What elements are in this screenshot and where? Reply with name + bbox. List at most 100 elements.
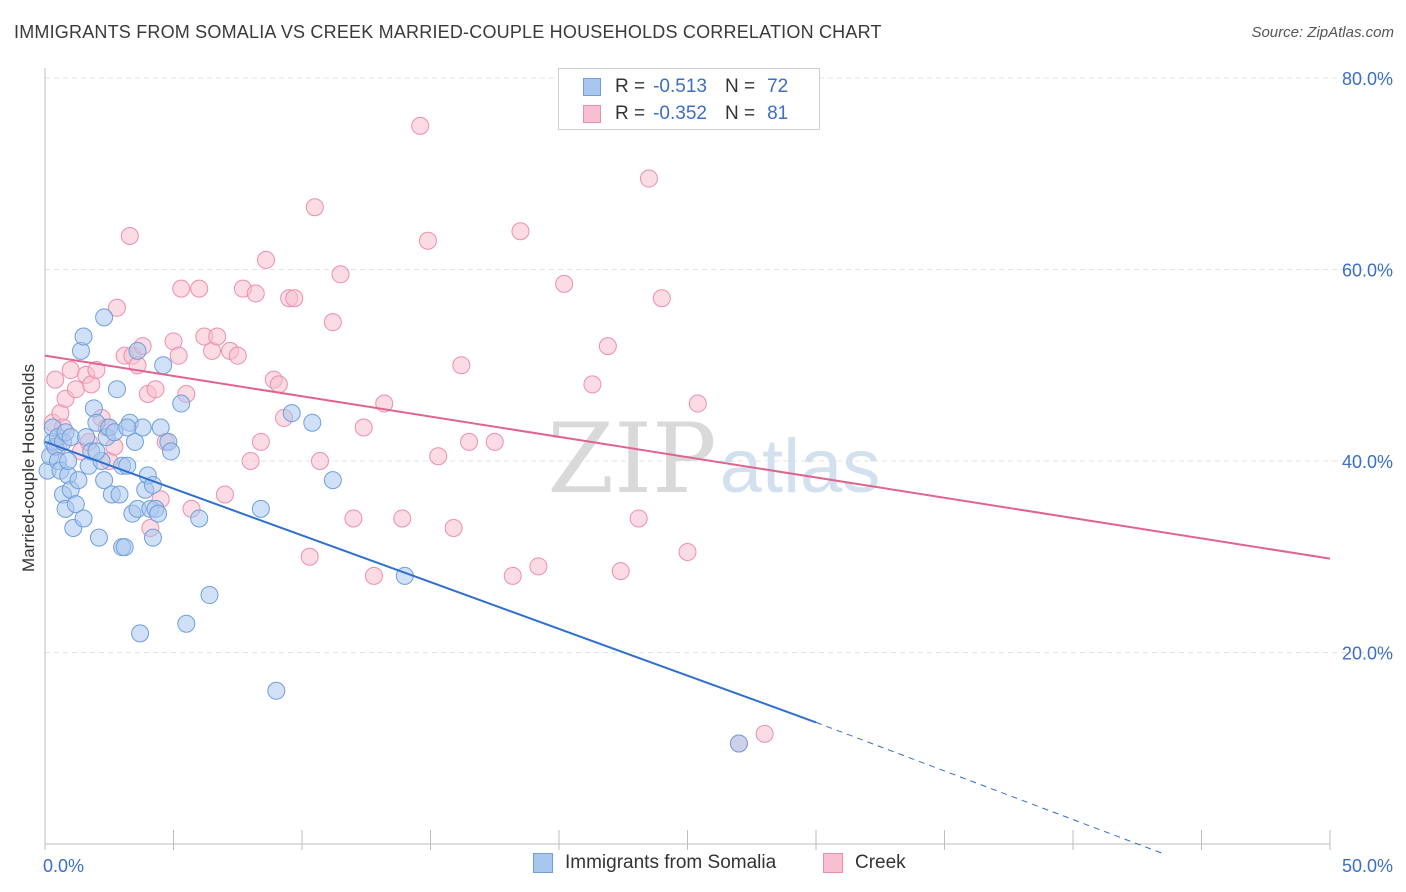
somalia-point bbox=[151, 418, 170, 437]
x-tick-label: 0.0% bbox=[43, 856, 84, 876]
creek-trendline bbox=[44, 354, 1331, 560]
creek-point bbox=[611, 562, 630, 581]
r-value: -0.513 bbox=[653, 76, 707, 97]
creek-point bbox=[354, 418, 373, 437]
somalia-point bbox=[303, 413, 322, 432]
somalia-point bbox=[143, 528, 162, 547]
creek-point bbox=[411, 116, 430, 135]
creek-swatch bbox=[583, 105, 601, 123]
creek-point bbox=[285, 289, 304, 308]
somalia-point bbox=[154, 356, 173, 375]
creek-point bbox=[364, 566, 383, 585]
somalia-point bbox=[125, 432, 144, 451]
somalia-point bbox=[172, 394, 191, 413]
creek-point bbox=[452, 356, 471, 375]
y-tick-label: 60.0% bbox=[1342, 261, 1393, 281]
somalia-point bbox=[131, 624, 150, 643]
somalia-point bbox=[161, 442, 180, 461]
creek-point bbox=[583, 375, 602, 394]
creek-point bbox=[444, 519, 463, 538]
creek-point bbox=[172, 279, 191, 298]
somalia-point bbox=[282, 404, 301, 423]
somalia-point bbox=[323, 471, 342, 490]
somalia-point bbox=[200, 586, 219, 605]
somalia-point bbox=[729, 734, 748, 753]
creek-point bbox=[598, 337, 617, 356]
creek-point bbox=[146, 380, 165, 399]
creek-point bbox=[652, 289, 671, 308]
x-tick-label: 50.0% bbox=[1342, 856, 1393, 876]
creek-point bbox=[66, 380, 85, 399]
creek-point bbox=[107, 298, 126, 317]
creek-point bbox=[639, 169, 658, 188]
somalia-point bbox=[115, 538, 134, 557]
y-tick-label: 80.0% bbox=[1342, 69, 1393, 89]
creek-point bbox=[629, 509, 648, 528]
r-label: R = bbox=[615, 103, 646, 124]
somalia-point bbox=[128, 341, 147, 360]
source-label: Source: ZipAtlas.com bbox=[1251, 24, 1394, 41]
somalia-point bbox=[107, 380, 126, 399]
somalia-legend-swatch bbox=[533, 853, 553, 873]
creek-point bbox=[241, 452, 260, 470]
watermark-zip: ZIP bbox=[547, 403, 716, 515]
creek-point bbox=[215, 485, 234, 504]
r-label: R = bbox=[615, 76, 646, 97]
somalia-trendline bbox=[44, 440, 817, 724]
creek-point bbox=[246, 284, 265, 303]
creek-point bbox=[460, 432, 479, 451]
creek-point bbox=[305, 198, 324, 217]
grid-lines bbox=[45, 77, 1392, 653]
somalia-point bbox=[133, 418, 152, 437]
creek-point bbox=[755, 724, 774, 743]
creek-point bbox=[61, 361, 80, 380]
creek-point bbox=[485, 432, 504, 451]
somalia-point bbox=[95, 471, 114, 490]
tick-labels: 20.0% 40.0% 60.0% 80.0% 0.0% 50.0% bbox=[43, 69, 1393, 876]
somalia-point bbox=[267, 681, 286, 700]
creek-point bbox=[87, 361, 106, 380]
somalia-point bbox=[251, 499, 270, 518]
y-axis-title: Married-couple Households bbox=[19, 364, 38, 572]
stat-row-creek: R = -0.352 N = 81 bbox=[559, 101, 788, 127]
somalia-point bbox=[69, 471, 88, 490]
n-value: 81 bbox=[767, 103, 789, 124]
creek-point bbox=[208, 327, 227, 346]
legend-label-creek: Creek bbox=[855, 852, 906, 873]
creek-point bbox=[344, 509, 363, 528]
somalia-point bbox=[149, 504, 168, 523]
creek-point bbox=[429, 447, 448, 466]
somalia-point bbox=[61, 428, 80, 447]
y-tick-label: 20.0% bbox=[1342, 644, 1393, 664]
trend-lines bbox=[44, 354, 1331, 855]
creek-point bbox=[269, 375, 288, 394]
chart-title: IMMIGRANTS FROM SOMALIA VS CREEK MARRIED… bbox=[14, 22, 882, 42]
creek-point bbox=[310, 452, 329, 470]
creek-point bbox=[688, 394, 707, 413]
watermark: ZIP atlas bbox=[547, 403, 880, 515]
creek-point bbox=[228, 346, 247, 365]
n-label: N = bbox=[724, 76, 756, 97]
creek-point bbox=[190, 279, 209, 298]
somalia-point bbox=[89, 528, 108, 547]
creek-point bbox=[503, 566, 522, 585]
somalia-point bbox=[59, 452, 78, 470]
somalia-point bbox=[95, 308, 114, 327]
creek-legend-swatch bbox=[823, 853, 843, 873]
somalia-trendline-extension bbox=[815, 721, 1164, 855]
somalia-point bbox=[66, 495, 85, 514]
creek-point bbox=[331, 265, 350, 284]
y-tick-label: 40.0% bbox=[1342, 452, 1393, 472]
stat-row-somalia: R = -0.513 N = 72 bbox=[559, 74, 788, 100]
somalia-point bbox=[177, 614, 196, 633]
somalia-point bbox=[118, 418, 137, 437]
creek-point bbox=[511, 222, 530, 241]
somalia-point bbox=[190, 509, 209, 528]
creek-point bbox=[418, 231, 437, 250]
creek-point bbox=[393, 509, 412, 528]
creek-point bbox=[555, 274, 574, 293]
creek-point bbox=[323, 313, 342, 332]
creek-point bbox=[257, 250, 276, 269]
creek-point bbox=[529, 557, 548, 576]
